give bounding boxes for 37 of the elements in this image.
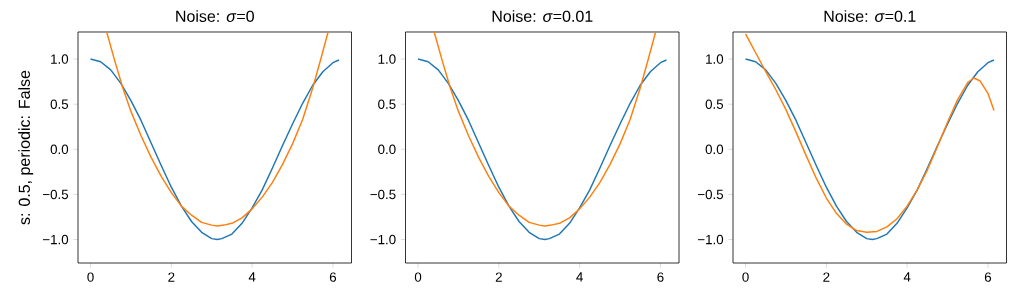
x-tick-label: 0 <box>742 272 749 282</box>
y-tick-label: −0.5 <box>697 189 724 200</box>
line-series <box>89 58 340 241</box>
y-tick-label: 0.5 <box>378 99 396 109</box>
y-tick-label: −0.5 <box>42 189 69 200</box>
y-tick-label: 1.0 <box>378 54 396 64</box>
x-tick-label: 6 <box>657 272 664 282</box>
y-tick-label: 1.0 <box>51 54 69 64</box>
y-tick-label: 0.0 <box>50 144 69 155</box>
x-tick-label: 2 <box>495 272 502 282</box>
y-tick-label: 0.0 <box>705 144 724 155</box>
x-tick-label: 4 <box>576 272 583 282</box>
x-tick-label: 2 <box>168 272 175 282</box>
line-series <box>744 33 995 234</box>
line-series <box>744 58 995 241</box>
x-tick-label: 4 <box>248 272 256 282</box>
chart-title: Noise: σ=0 <box>176 10 254 22</box>
x-tick-label: 6 <box>984 272 992 282</box>
x-tick-label: 0 <box>87 272 94 282</box>
y-tick-label: −0.5 <box>370 189 396 200</box>
y-tick-label: 0.5 <box>50 99 69 109</box>
x-tick-label: 4 <box>903 272 911 282</box>
line-series <box>105 32 329 227</box>
line-series <box>417 58 668 241</box>
y-tick-label: 0.0 <box>378 144 396 155</box>
x-tick-label: 2 <box>823 272 830 282</box>
x-tick-label: 6 <box>329 272 337 282</box>
y-tick-label: 1.0 <box>706 54 724 64</box>
x-tick-label: 0 <box>414 272 422 282</box>
y-tick-label: −1.0 <box>370 234 396 245</box>
y-tick-label: 0.5 <box>705 99 724 109</box>
line-series <box>433 32 657 227</box>
chart-title: Noise: σ=0.01 <box>492 10 593 22</box>
y-axis-title: s: 0.5, periodic: False <box>18 70 34 225</box>
y-tick-label: −1.0 <box>42 234 69 245</box>
chart-title: Noise: σ=0.1 <box>824 10 916 22</box>
y-tick-label: −1.0 <box>697 234 724 245</box>
